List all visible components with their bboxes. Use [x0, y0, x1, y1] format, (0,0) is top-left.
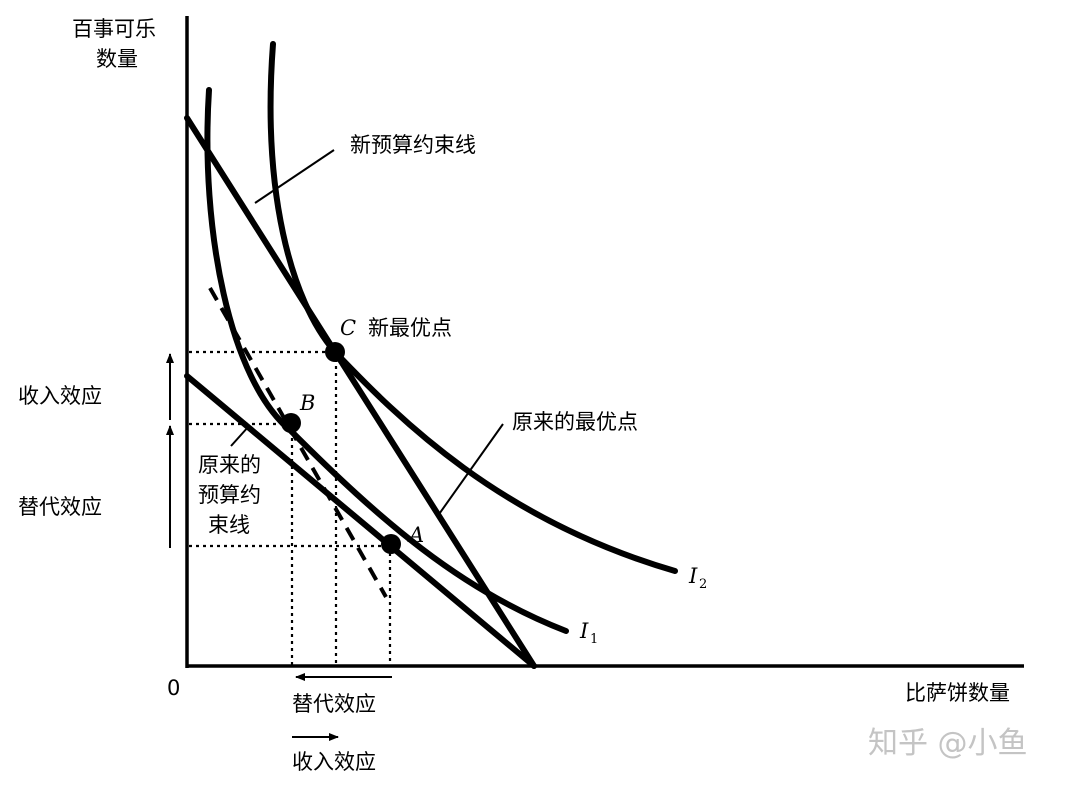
point-b-label: B — [299, 391, 315, 415]
original-budget-label-line2: 预算约 — [198, 483, 261, 507]
curve-i1-label: I — [579, 619, 589, 643]
origin-label: 0 — [167, 676, 180, 700]
new-budget-line-label: 新预算约束线 — [350, 133, 476, 157]
point-c-label: C — [340, 316, 356, 340]
watermark: 知乎 @小鱼 — [868, 726, 1028, 761]
original-budget-leader — [230, 425, 250, 447]
substitution-effect-label-x: 替代效应 — [292, 692, 376, 716]
indifference-curve-i2 — [267, 41, 678, 574]
curve-i2-subscript: 2 — [699, 577, 707, 592]
x-axis-label: 比萨饼数量 — [905, 681, 1010, 705]
new-optimum-label: 新最优点 — [368, 316, 452, 340]
point-a-marker — [381, 534, 401, 554]
curve-i2-label: I — [688, 564, 698, 588]
original-optimum-leader — [436, 423, 504, 518]
new-budget-leader — [254, 149, 335, 204]
original-budget-label-line3: 束线 — [208, 513, 250, 537]
original-optimum-label: 原来的最优点 — [512, 410, 638, 434]
new-budget-line — [184, 115, 537, 669]
original-budget-line — [184, 373, 537, 669]
income-effect-label-x: 收入效应 — [292, 750, 376, 774]
point-b-marker — [281, 413, 301, 433]
point-c-marker — [325, 342, 345, 362]
substitution-effect-label-y: 替代效应 — [18, 495, 102, 519]
y-axis-label-line2: 数量 — [96, 47, 138, 71]
y-axis-label-line1: 百事可乐 — [72, 17, 156, 41]
original-budget-label-line1: 原来的 — [198, 453, 261, 477]
point-a-label: A — [407, 523, 424, 547]
income-effect-label-y: 收入效应 — [18, 384, 102, 408]
curve-i1-subscript: 1 — [590, 632, 598, 647]
